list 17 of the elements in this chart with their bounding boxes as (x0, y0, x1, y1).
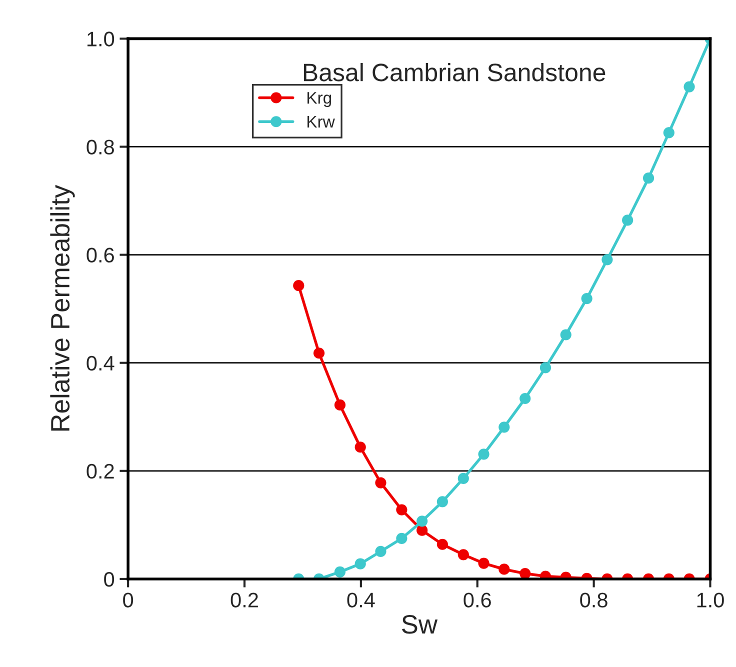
y-axis-title: Relative Permeability (50, 184, 75, 431)
x-tick-label: 0.4 (347, 592, 375, 608)
legend-label: Krw (308, 116, 335, 128)
y-tick-label: 0.4 (86, 356, 114, 371)
legend-label: Krg (308, 92, 332, 108)
x-axis-title: Sw (402, 615, 438, 634)
y-tick-label: 1.0 (88, 32, 114, 46)
x-tick-label: 1.0 (697, 592, 724, 608)
x-tick-label: 0.2 (230, 592, 258, 608)
y-tick-label: 0.8 (86, 140, 114, 154)
y-tick-label: 0.2 (86, 464, 114, 479)
y-tick-label: 0 (104, 572, 114, 587)
text: Basal Cambrian Sandstone (304, 63, 606, 82)
x-tick-label: 0.8 (580, 592, 608, 608)
x-tick-label: 0.6 (464, 592, 491, 608)
y-tick-label: 0.6 (86, 248, 114, 263)
x-tick-label: 0 (123, 592, 134, 608)
